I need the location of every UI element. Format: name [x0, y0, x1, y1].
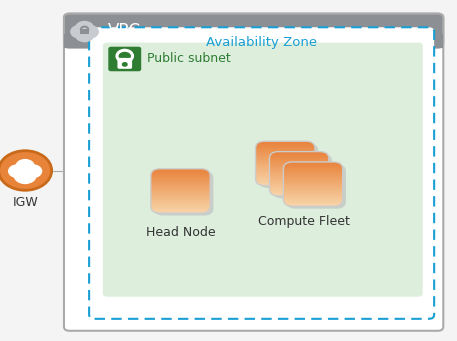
FancyBboxPatch shape [287, 164, 346, 209]
FancyBboxPatch shape [273, 154, 332, 198]
Circle shape [14, 167, 36, 183]
Circle shape [82, 26, 98, 38]
FancyBboxPatch shape [64, 14, 443, 331]
Text: Public subnet: Public subnet [147, 53, 230, 65]
Circle shape [122, 63, 127, 66]
Circle shape [0, 151, 52, 190]
Bar [64, 34, 443, 48]
Circle shape [9, 165, 25, 177]
FancyBboxPatch shape [108, 47, 141, 71]
Circle shape [71, 26, 87, 38]
Circle shape [75, 28, 94, 42]
Circle shape [75, 21, 94, 35]
Text: Compute Fleet: Compute Fleet [258, 215, 351, 228]
Text: Head Node: Head Node [146, 226, 215, 239]
FancyBboxPatch shape [64, 14, 443, 48]
FancyBboxPatch shape [89, 27, 434, 319]
Text: Availability Zone: Availability Zone [206, 36, 317, 49]
Bar [80, 29, 89, 34]
Text: VPC: VPC [107, 22, 140, 40]
FancyBboxPatch shape [259, 144, 318, 188]
Circle shape [16, 160, 34, 173]
Text: IGW: IGW [12, 196, 38, 209]
FancyBboxPatch shape [154, 171, 213, 216]
Circle shape [25, 165, 42, 177]
FancyBboxPatch shape [117, 58, 132, 69]
FancyBboxPatch shape [103, 43, 423, 297]
